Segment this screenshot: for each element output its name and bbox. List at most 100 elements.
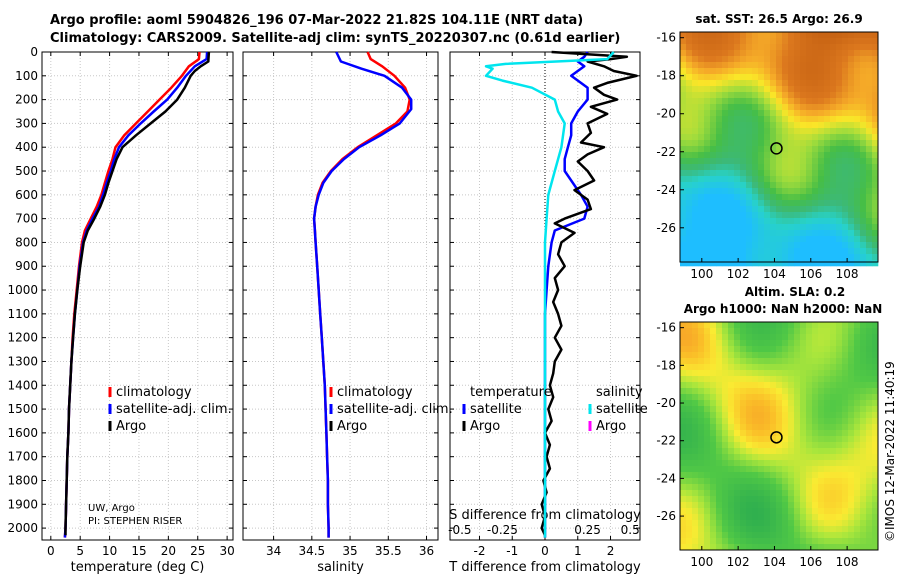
map-cell: [764, 200, 771, 207]
map-cell: [740, 352, 747, 359]
map-cell: [704, 400, 711, 407]
map-cell: [848, 200, 855, 207]
map-cell: [686, 508, 693, 515]
map-cell: [842, 248, 849, 255]
map-cell: [734, 44, 741, 51]
map-cell: [836, 56, 843, 63]
map-cell: [692, 116, 699, 123]
map-cell: [680, 358, 687, 365]
map-cell: [866, 442, 873, 449]
map-cell: [686, 544, 693, 551]
map-cell: [824, 218, 831, 225]
map-cell: [758, 340, 765, 347]
map-cell: [830, 532, 837, 539]
map-cell: [830, 418, 837, 425]
map-cell: [806, 254, 813, 261]
map-cell: [866, 182, 873, 189]
map-cell: [764, 194, 771, 201]
map-cell: [866, 508, 873, 515]
map-cell: [746, 388, 753, 395]
map-cell: [854, 236, 861, 243]
map-cell: [752, 370, 759, 377]
map-cell: [854, 520, 861, 527]
map-cell: [830, 358, 837, 365]
map-cell: [812, 44, 819, 51]
map-cell: [770, 170, 777, 177]
map-cell: [752, 514, 759, 521]
map-cell: [710, 68, 717, 75]
map-cell: [698, 260, 705, 267]
map-cell: [824, 508, 831, 515]
map-cell: [716, 448, 723, 455]
map-cell: [788, 544, 795, 551]
map-cell: [734, 370, 741, 377]
map-cell: [806, 242, 813, 249]
map-cell: [782, 122, 789, 129]
map-cell: [776, 442, 783, 449]
map-cell: [818, 164, 825, 171]
map-cell: [758, 466, 765, 473]
map-cell: [848, 152, 855, 159]
map-cell: [806, 466, 813, 473]
map-cell: [812, 358, 819, 365]
map-cell: [800, 430, 807, 437]
map-cell: [716, 74, 723, 81]
map-cell: [704, 478, 711, 485]
map-cell: [854, 86, 861, 93]
map-cell: [830, 62, 837, 69]
map-cell: [704, 68, 711, 75]
map-lat-label: -22: [656, 434, 676, 448]
map-cell: [710, 544, 717, 551]
map-cell: [782, 430, 789, 437]
map-cell: [776, 538, 783, 545]
map-cell: [800, 110, 807, 117]
map-cell: [704, 188, 711, 195]
map-cell: [770, 526, 777, 533]
map-cell: [854, 442, 861, 449]
map-cell: [776, 388, 783, 395]
map-cell: [836, 260, 843, 267]
map-cell: [842, 134, 849, 141]
map-cell: [806, 454, 813, 461]
map-cell: [728, 32, 735, 39]
map-cell: [830, 176, 837, 183]
map-cell: [794, 334, 801, 341]
map-cell: [794, 418, 801, 425]
map-cell: [734, 532, 741, 539]
map-cell: [836, 74, 843, 81]
map-cell: [722, 212, 729, 219]
map-cell: [782, 146, 789, 153]
map-cell: [710, 496, 717, 503]
map-cell: [836, 50, 843, 57]
map-cell: [806, 478, 813, 485]
map-cell: [860, 466, 867, 473]
map-cell: [758, 176, 765, 183]
map-cell: [764, 346, 771, 353]
map-cell: [866, 98, 873, 105]
map-cell: [854, 62, 861, 69]
map-cell: [836, 334, 843, 341]
map-cell: [818, 340, 825, 347]
map-cell: [818, 460, 825, 467]
map-cell: [806, 418, 813, 425]
map-cell: [728, 388, 735, 395]
map-cell: [836, 68, 843, 75]
map-cell: [800, 394, 807, 401]
map-cell: [758, 376, 765, 383]
map-cell: [680, 532, 687, 539]
map-cell: [740, 146, 747, 153]
map-cell: [872, 140, 879, 147]
depth-tick-label: 200: [15, 93, 38, 107]
map-cell: [770, 188, 777, 195]
depth-tick-label: 1300: [7, 354, 38, 368]
map-cell: [788, 388, 795, 395]
map-cell: [686, 478, 693, 485]
map-cell: [818, 454, 825, 461]
map-cell: [776, 164, 783, 171]
map-cell: [680, 472, 687, 479]
map-cell: [866, 322, 873, 329]
map-cell: [734, 188, 741, 195]
map-cell: [818, 322, 825, 329]
map-cell: [686, 358, 693, 365]
map-cell: [704, 44, 711, 51]
